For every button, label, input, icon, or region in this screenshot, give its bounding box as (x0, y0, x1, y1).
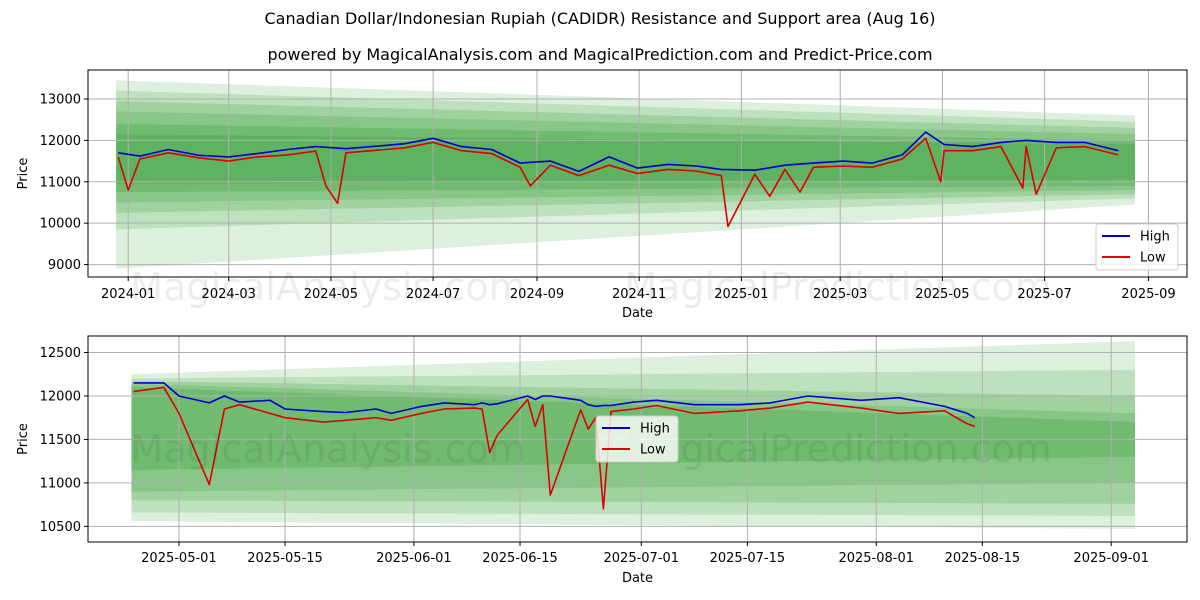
y-axis-label: Price (16, 423, 31, 455)
x-tick-label: 2025-05-01 (141, 551, 217, 566)
watermark-text: MagicalPrediction.com (624, 427, 1052, 471)
y-tick-label: 11000 (40, 175, 81, 190)
y-tick-label: 11000 (40, 476, 81, 491)
x-tick-label: 2025-09-01 (1073, 551, 1149, 566)
y-tick-label: 11500 (40, 433, 81, 448)
watermark-text: MagicalAnalysis.com (130, 427, 525, 471)
chart-title: Canadian Dollar/Indonesian Rupiah (CADID… (264, 9, 936, 28)
x-tick-label: 2025-03 (813, 287, 867, 302)
watermark-text: MagicalPrediction.com (624, 265, 1052, 309)
x-tick-label: 2025-06-01 (376, 551, 452, 566)
high-series-line (118, 131, 1119, 173)
support-resistance-band (116, 123, 1135, 193)
legend: High Low (1095, 223, 1179, 271)
x-axis-label: Date (622, 571, 653, 586)
x-tick-label: 2025-07 (1017, 287, 1071, 302)
legend-label-high: High (640, 422, 670, 437)
high-series-line (133, 382, 976, 419)
y-tick-label: 12500 (40, 346, 81, 361)
y-tick-label: 10500 (40, 520, 81, 535)
x-tick-label: 2025-01 (714, 287, 768, 302)
y-tick-label: 9000 (48, 258, 81, 273)
x-tick-label: 2025-07-01 (604, 551, 680, 566)
chart-subtitle: powered by MagicalAnalysis.com and Magic… (267, 45, 933, 64)
y-tick-label: 13000 (40, 92, 81, 107)
x-tick-label: 2024-11 (612, 287, 666, 302)
x-tick-label: 2025-08-15 (945, 551, 1021, 566)
x-tick-label: 2025-07-15 (710, 551, 786, 566)
x-tick-label: 2025-09 (1121, 287, 1175, 302)
low-series-line (133, 386, 976, 510)
legend-label-low: Low (1140, 251, 1166, 266)
y-tick-label: 12000 (40, 389, 81, 404)
x-tick-label: 2024-07 (406, 287, 460, 302)
x-tick-label: 2025-06-15 (482, 551, 558, 566)
legend-label-low: Low (640, 443, 666, 458)
plot-frame (87, 69, 1188, 278)
legend-label-high: High (1140, 230, 1170, 245)
x-tick-label: 2024-03 (202, 287, 256, 302)
support-resistance-band (116, 90, 1135, 230)
support-resistance-band (116, 111, 1135, 203)
y-axis-label: Price (16, 158, 31, 190)
x-tick-label: 2024-01 (101, 287, 155, 302)
plot-area (116, 80, 1135, 269)
y-tick-label: 12000 (40, 134, 81, 149)
low-series-line (117, 137, 1119, 228)
watermark-text: MagicalAnalysis.com (130, 265, 525, 309)
x-tick-label: 2025-08-01 (838, 551, 914, 566)
x-tick-label: 2025-05 (915, 287, 969, 302)
x-tick-label: 2024-09 (510, 287, 564, 302)
x-tick-label: 2024-05 (304, 287, 358, 302)
x-axis-label: Date (622, 306, 653, 321)
y-tick-label: 10000 (40, 217, 81, 232)
support-resistance-band (116, 80, 1135, 269)
legend: High Low (595, 415, 679, 463)
support-resistance-band (116, 101, 1135, 213)
x-tick-label: 2025-05-15 (247, 551, 323, 566)
